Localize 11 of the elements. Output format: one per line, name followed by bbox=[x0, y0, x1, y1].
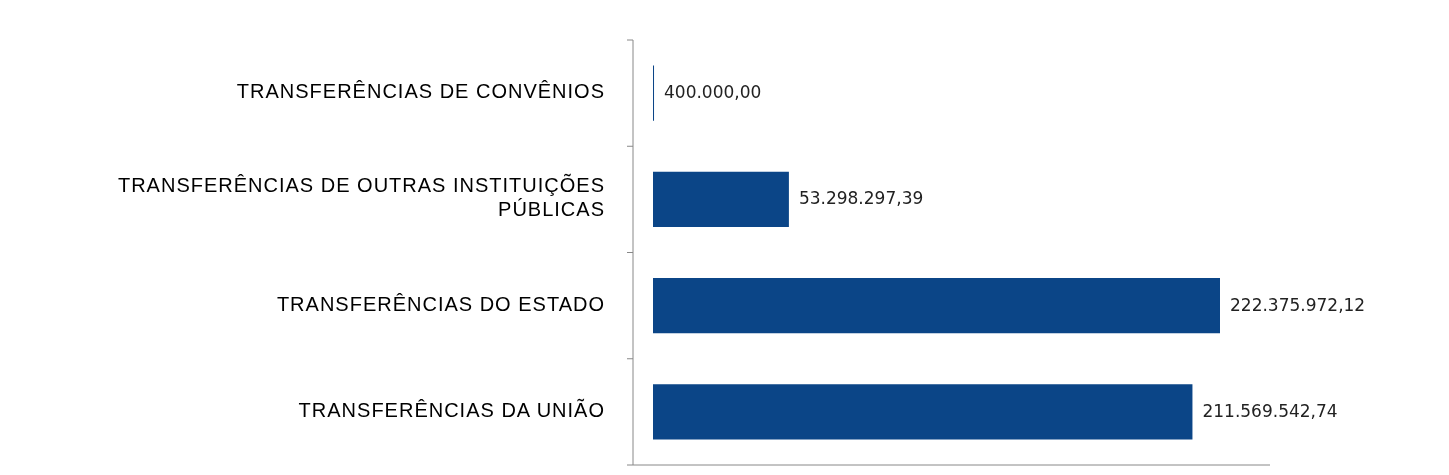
data-label: 222.375.972,12 bbox=[1230, 294, 1366, 315]
data-label: 211.569.542,74 bbox=[1202, 400, 1338, 421]
y-tick-label: TRANSFERÊNCIAS DA UNIÃO bbox=[298, 398, 605, 422]
data-label: 400.000,00 bbox=[664, 82, 762, 103]
y-tick-label: TRANSFERÊNCIAS DE CONVÊNIOS bbox=[236, 80, 605, 103]
bar bbox=[653, 171, 789, 227]
bar bbox=[653, 278, 1220, 334]
bar bbox=[653, 384, 1193, 440]
y-tick-label: TRANSFERÊNCIAS DO ESTADO bbox=[276, 292, 605, 315]
y-tick-label: TRANSFERÊNCIAS DE OUTRAS INSTITUIÇÕES PÚBLICAS bbox=[117, 173, 605, 221]
data-label: 53.298.297,39 bbox=[798, 188, 924, 209]
